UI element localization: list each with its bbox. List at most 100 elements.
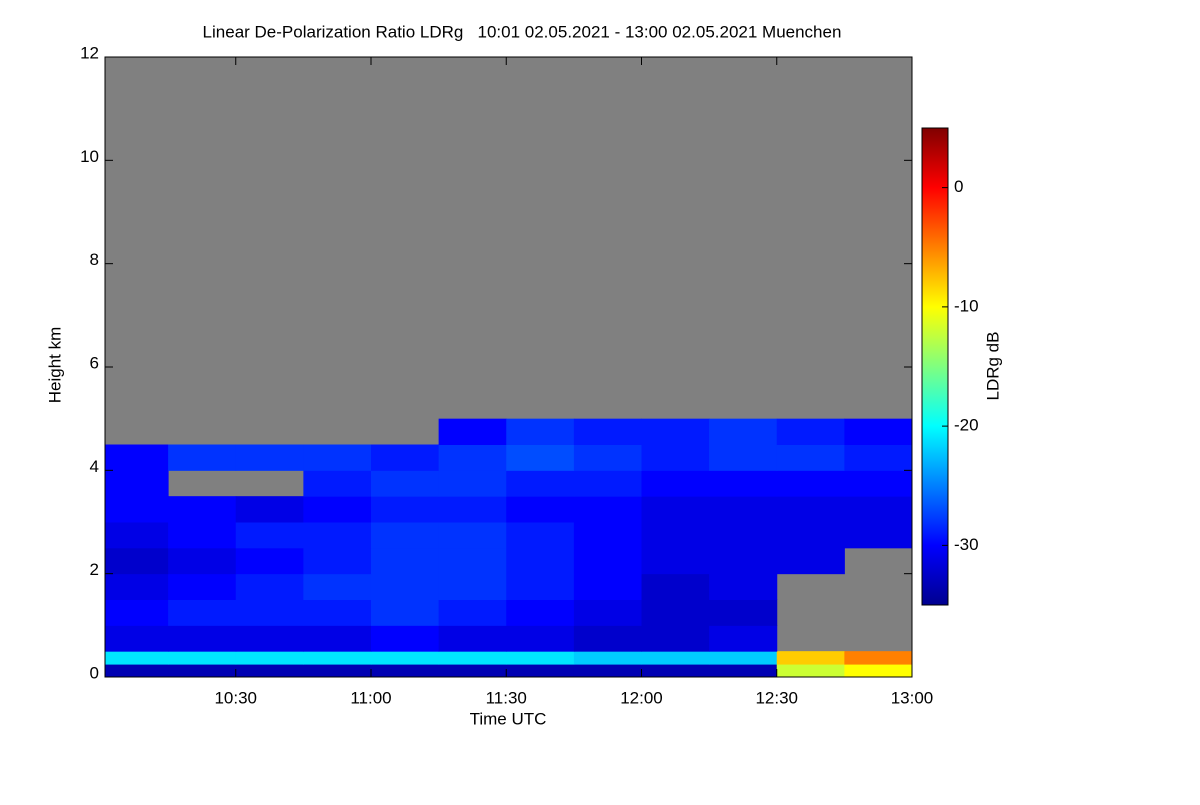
x-tick-label: 12:30 — [755, 688, 798, 707]
heatmap-cell — [303, 664, 372, 678]
heatmap-cell — [776, 664, 845, 678]
heatmap-cell — [573, 599, 642, 626]
heatmap-cell — [438, 470, 507, 497]
heatmap-cell — [235, 573, 304, 600]
heatmap-cell — [641, 573, 710, 600]
heatmap-cell — [235, 599, 304, 626]
heatmap-cell — [105, 651, 169, 665]
heatmap-cell — [776, 418, 845, 445]
heatmap-cell — [168, 573, 237, 600]
heatmap-cell — [844, 664, 913, 678]
heatmap-cell — [709, 418, 778, 445]
x-tick-label: 13:00 — [891, 688, 934, 707]
heatmap-cell — [844, 651, 913, 665]
heatmap-cell — [105, 599, 169, 626]
heatmap-cell — [168, 547, 237, 575]
colorbar-tick-label: -20 — [954, 416, 979, 435]
heatmap-cell — [303, 599, 372, 626]
heatmap-cell — [370, 470, 440, 497]
heatmap-cell — [506, 599, 575, 626]
heatmap-cell — [303, 651, 372, 665]
heatmap-cell — [776, 522, 845, 549]
heatmap-cell — [573, 444, 642, 471]
heatmap-cell — [303, 496, 372, 523]
heatmap-cell — [370, 625, 440, 652]
heatmap-cell — [641, 547, 710, 575]
heatmap-cell — [709, 625, 778, 652]
heatmap-cell — [641, 418, 710, 445]
heatmap-cell — [105, 664, 169, 678]
heatmap-cell — [105, 625, 169, 652]
heatmap-cell — [303, 625, 372, 652]
heatmap-cell — [844, 522, 913, 549]
heatmap-cell — [573, 418, 642, 445]
heatmap-cell — [709, 573, 778, 600]
heatmap-cell — [370, 664, 440, 678]
heatmap-cell — [776, 470, 845, 497]
heatmap-cell — [844, 444, 913, 471]
heatmap-cell — [709, 651, 778, 665]
heatmap-cell — [370, 547, 440, 575]
y-tick-label: 12 — [80, 43, 99, 62]
heatmap-cell — [709, 664, 778, 678]
heatmap-cell — [506, 651, 575, 665]
heatmap-cell — [303, 444, 372, 471]
heatmap-cell — [370, 573, 440, 600]
heatmap-cell — [641, 522, 710, 549]
heatmap-cell — [105, 573, 169, 600]
heatmap-cell — [573, 625, 642, 652]
heatmap-cell — [370, 496, 440, 523]
heatmap-cell — [506, 573, 575, 600]
heatmap-cell — [235, 444, 304, 471]
heatmap-cell — [709, 444, 778, 471]
heatmap-cell — [844, 418, 913, 445]
heatmap-cell — [235, 664, 304, 678]
heatmap-cell — [776, 547, 845, 575]
heatmap — [105, 418, 913, 678]
heatmap-cell — [709, 599, 778, 626]
heatmap-cell — [438, 573, 507, 600]
heatmap-cell — [438, 418, 507, 445]
y-tick-label: 6 — [90, 353, 99, 372]
heatmap-cell — [235, 522, 304, 549]
colorbar-tick-label: -10 — [954, 296, 979, 315]
heatmap-cell — [235, 651, 304, 665]
heatmap-cell — [776, 651, 845, 665]
heatmap-cell — [438, 625, 507, 652]
heatmap-cell — [105, 444, 169, 471]
x-tick-label: 11:30 — [486, 688, 527, 707]
heatmap-cell — [709, 470, 778, 497]
chart-title: Linear De-Polarization Ratio LDRg 10:01 … — [203, 22, 842, 41]
heatmap-cell — [641, 444, 710, 471]
heatmap-cell — [370, 651, 440, 665]
y-tick-label: 4 — [90, 457, 99, 476]
heatmap-cell — [641, 664, 710, 678]
heatmap-cell — [709, 547, 778, 575]
x-tick-label: 11:00 — [350, 688, 391, 707]
heatmap-cell — [709, 522, 778, 549]
heatmap-cell — [776, 496, 845, 523]
heatmap-cell — [438, 522, 507, 549]
heatmap-cell — [168, 625, 237, 652]
heatmap-cell — [641, 470, 710, 497]
heatmap-cell — [168, 664, 237, 678]
heatmap-cell — [641, 625, 710, 652]
heatmap-cell — [303, 470, 372, 497]
heatmap-cell — [303, 522, 372, 549]
heatmap-cell — [506, 522, 575, 549]
heatmap-cell — [438, 547, 507, 575]
heatmap-cell — [506, 444, 575, 471]
heatmap-cell — [303, 573, 372, 600]
colorbar-tick-label: 0 — [954, 177, 963, 196]
heatmap-cell — [506, 547, 575, 575]
heatmap-cell — [438, 496, 507, 523]
colorbar-label: LDRg dB — [983, 332, 1002, 401]
heatmap-cell — [573, 547, 642, 575]
heatmap-cell — [573, 522, 642, 549]
heatmap-cell — [303, 547, 372, 575]
heatmap-cell — [641, 496, 710, 523]
y-tick-label: 2 — [90, 560, 99, 579]
heatmap-cell — [438, 664, 507, 678]
heatmap-cell — [641, 651, 710, 665]
heatmap-cell — [506, 496, 575, 523]
